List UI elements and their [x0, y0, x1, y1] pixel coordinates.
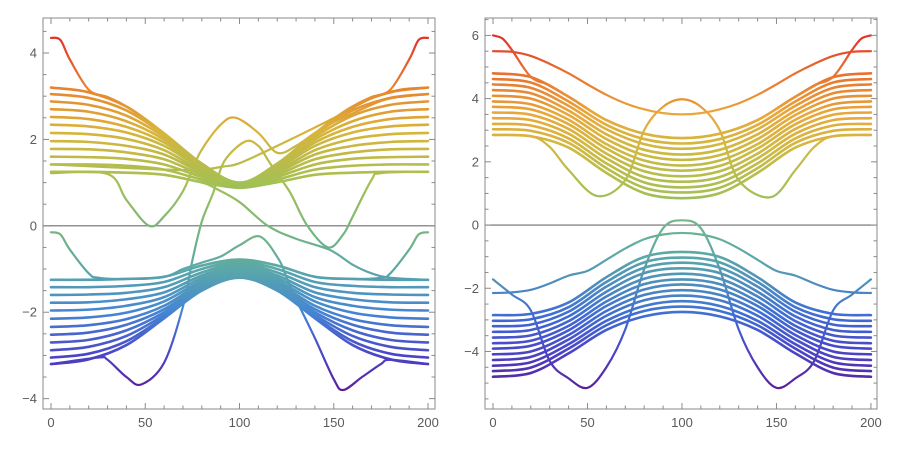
- y-tick-label: −2: [22, 305, 37, 320]
- edge-state-line: [49, 170, 430, 281]
- x-tick-label: 0: [47, 415, 54, 430]
- bulk-band-line: [491, 299, 873, 367]
- x-tick-label: 50: [138, 415, 152, 430]
- y-tick-label: 0: [30, 218, 37, 233]
- bulk-band-line: [491, 94, 873, 162]
- bulk-band-line: [491, 288, 873, 356]
- bulk-band-line: [49, 123, 430, 187]
- edge-state-line: [491, 231, 873, 295]
- x-tick-label: 0: [489, 415, 496, 430]
- bulk-band-line: [491, 105, 873, 172]
- plot-frame: [42, 17, 436, 410]
- bulk-band-line: [491, 305, 873, 373]
- edge-state-line: [49, 235, 430, 392]
- x-tick-label: 200: [860, 415, 882, 430]
- left-band-plot: 0 50 100 150 200 −4 −2 0 2 4: [22, 17, 439, 430]
- bulk-band-line: [49, 274, 430, 359]
- bulk-band-line: [49, 263, 430, 305]
- axis-ticks: [43, 18, 435, 409]
- edge-state-line: [491, 98, 873, 199]
- bulk-band-line: [491, 88, 873, 156]
- y-tick-label: −4: [22, 391, 37, 406]
- bulk-band-line: [491, 122, 873, 189]
- y-tick-label: 2: [472, 154, 479, 169]
- bulk-band-line: [491, 77, 873, 145]
- x-tick-label: 200: [417, 415, 439, 430]
- y-tick-label: 4: [30, 45, 37, 60]
- right-band-plot: 0 50 100 150 200 −4 −2 0 2 4 6: [464, 17, 882, 430]
- bulk-band-line: [49, 261, 430, 297]
- edge-state-line: [49, 36, 430, 184]
- bulk-band-line: [491, 83, 873, 151]
- y-tick-label: −2: [464, 281, 479, 296]
- bands: [485, 34, 877, 390]
- x-tick-label: 150: [766, 415, 788, 430]
- bulk-band-line: [491, 250, 873, 317]
- bulk-band-line: [491, 133, 873, 200]
- bulk-band-line: [491, 256, 873, 323]
- plot-frame: [484, 17, 878, 410]
- edge-state-line: [49, 139, 430, 387]
- bulk-band-line: [491, 310, 873, 379]
- bands: [43, 36, 435, 392]
- y-tick-label: 6: [472, 28, 479, 43]
- bulk-band-line: [49, 131, 430, 187]
- x-tick-label: 100: [671, 415, 693, 430]
- x-tick-label: 50: [580, 415, 594, 430]
- y-tick-label: 2: [30, 132, 37, 147]
- bulk-band-line: [49, 92, 430, 185]
- bulk-band-line: [491, 127, 873, 194]
- y-tick-label: 4: [472, 91, 479, 106]
- bulk-band-line: [49, 269, 430, 336]
- edge-state-line: [49, 92, 430, 228]
- bulk-band-line: [491, 294, 873, 362]
- bulk-band-line: [49, 259, 430, 289]
- bulk-band-line: [49, 276, 430, 366]
- bulk-band-line: [49, 268, 430, 329]
- y-tick-label: 0: [472, 218, 479, 233]
- x-tick-label: 150: [323, 415, 345, 430]
- x-tick-label: 100: [229, 415, 251, 430]
- axis-ticks: [485, 18, 877, 409]
- bulk-band-line: [49, 271, 430, 344]
- y-tick-label: −4: [464, 344, 479, 359]
- bulk-band-line: [491, 116, 873, 184]
- bulk-band-line: [49, 266, 430, 320]
- bulk-band-line: [491, 261, 873, 328]
- bulk-band-line: [491, 111, 873, 178]
- edge-state-line: [491, 219, 873, 390]
- bulk-band-line: [491, 283, 873, 350]
- bulk-band-line: [491, 272, 873, 339]
- bulk-band-line: [491, 267, 873, 334]
- bulk-band-line: [491, 278, 873, 345]
- edge-state-line: [49, 86, 430, 172]
- bulk-band-line: [491, 100, 873, 167]
- edge-state-line: [49, 231, 430, 281]
- edge-state-line: [491, 50, 873, 116]
- edge-state-line: [491, 34, 873, 140]
